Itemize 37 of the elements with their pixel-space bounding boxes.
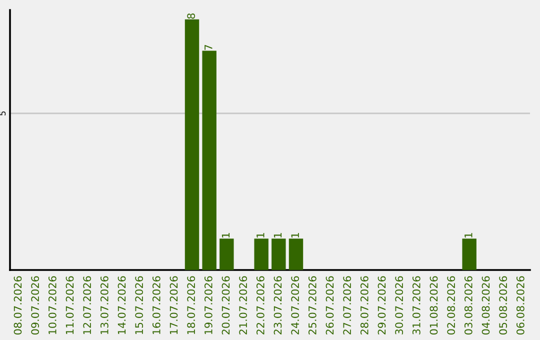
x-tick-label: 27.07.2026 (343, 276, 352, 334)
data-label: 7 (204, 44, 212, 50)
x-tick-label: 05.08.2026 (499, 276, 508, 335)
x-tick-label: 06.08.2026 (516, 276, 524, 335)
x-tick-label: 03.08.2026 (464, 276, 472, 335)
x-tick-label: 02.08.2026 (447, 276, 456, 335)
x-tick-label: 26.07.2026 (326, 276, 334, 334)
data-label: 1 (256, 233, 264, 238)
data-label: 1 (222, 233, 230, 238)
x-tick-label: 21.07.2026 (239, 276, 248, 334)
data-label: 1 (291, 233, 299, 238)
x-tick-label: 19.07.2026 (204, 276, 212, 334)
x-tick-label: 22.07.2026 (256, 276, 264, 334)
data-label: 1 (274, 233, 282, 238)
data-label: 1 (464, 233, 472, 238)
x-tick-label: 17.07.2026 (170, 276, 178, 334)
x-tick-label: 01.08.2026 (430, 276, 438, 335)
x-tick-label: 14.07.2026 (118, 276, 126, 334)
x-tick-label: 11.07.2026 (66, 276, 74, 334)
x-tick-label: 16.07.2026 (152, 276, 160, 334)
x-tick-label: 09.07.2026 (31, 276, 40, 335)
x-tick-label: 28.07.2026 (360, 276, 368, 334)
x-tick-label: 15.07.2026 (135, 276, 144, 334)
x-tick-label: 25.07.2026 (308, 276, 316, 334)
x-tick-label: 20.07.2026 (222, 276, 230, 334)
x-tick-label: 08.07.2026 (14, 276, 22, 335)
x-tick-label: 13.07.2026 (100, 276, 108, 334)
x-tick-label: 04.08.2026 (482, 276, 490, 335)
x-tick-label: 29.07.2026 (378, 276, 386, 334)
data-label: 8 (187, 13, 196, 19)
x-tick-label: 18.07.2026 (187, 276, 196, 334)
x-tick-label: 12.07.2026 (83, 276, 92, 334)
x-tick-label: 24.07.2026 (291, 276, 300, 334)
x-tick-label: 31.07.2026 (412, 276, 420, 334)
x-tick-label: 30.07.2026 (395, 276, 404, 334)
x-tick-label: 10.07.2026 (48, 276, 56, 334)
x-tick-label: 23.07.2026 (274, 276, 282, 334)
